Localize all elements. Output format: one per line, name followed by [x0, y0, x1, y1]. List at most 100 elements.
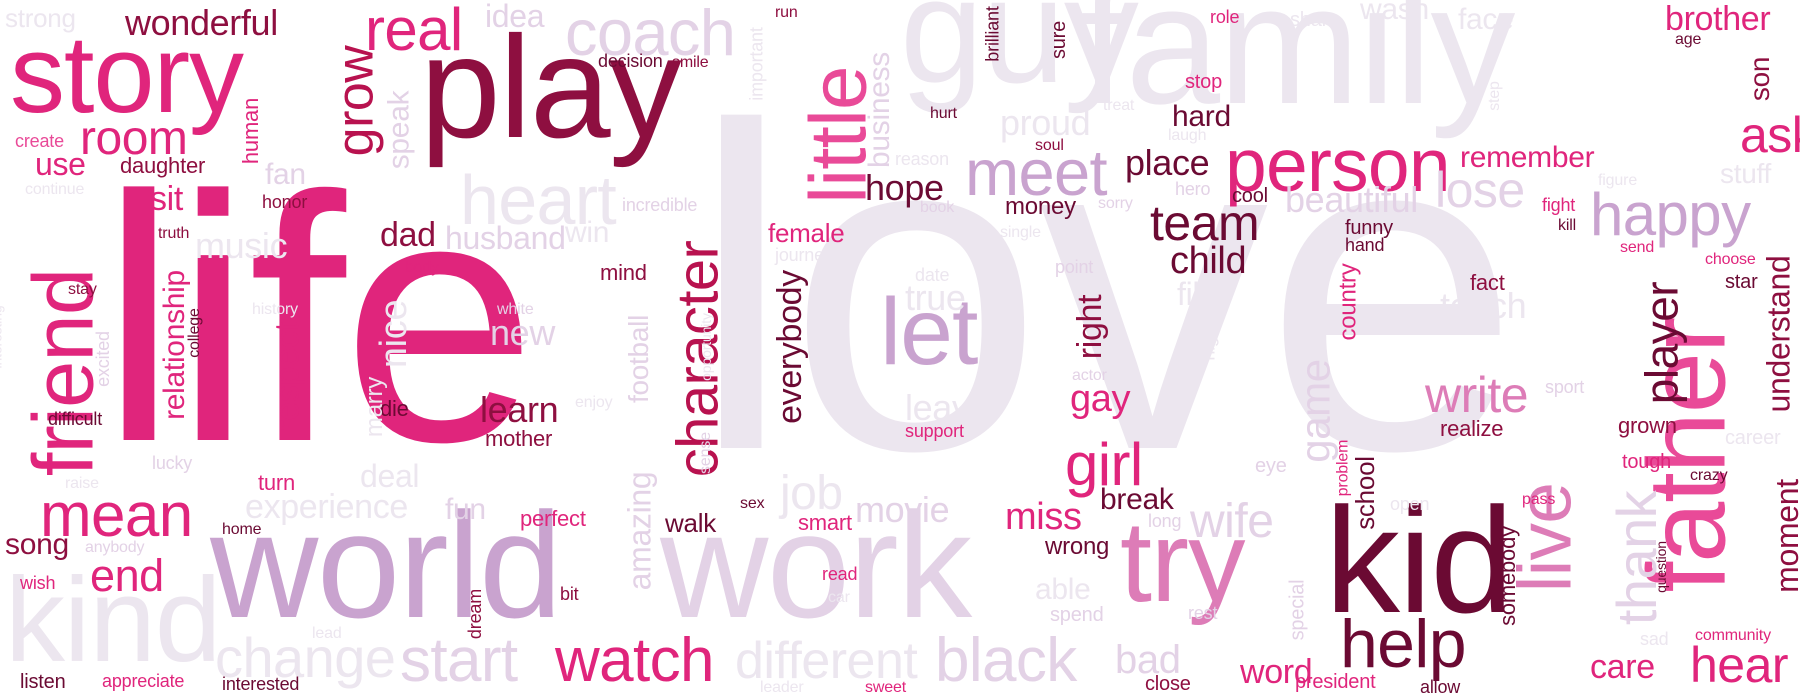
word-experience: experience	[245, 488, 408, 526]
word-proud: proud	[1000, 102, 1091, 143]
word-grow: grow	[326, 45, 385, 157]
word-person: person	[1225, 123, 1451, 207]
word-job: job	[780, 467, 843, 520]
word-hope: hope	[865, 167, 944, 208]
word-black: black	[935, 626, 1077, 695]
word-country: country	[1334, 263, 1362, 341]
word-rest: rest	[1188, 603, 1218, 623]
word-film: film	[1177, 276, 1226, 312]
word-kill: kill	[1558, 217, 1577, 234]
word-beautiful: beautiful	[1285, 179, 1418, 220]
word-strong: strong	[5, 3, 76, 33]
word-kind: kind	[5, 553, 222, 687]
word-choose: choose	[1705, 251, 1756, 268]
word-leader: leader	[760, 679, 804, 696]
word-wasn: wasn	[1360, 0, 1429, 26]
word-moment: moment	[1768, 479, 1800, 593]
word-problem: problem	[1334, 439, 1352, 497]
word-wrong: wrong	[1045, 533, 1110, 560]
word-support: support	[905, 421, 964, 441]
word-truth: truth	[158, 225, 190, 242]
word-excited: excited	[92, 331, 113, 387]
word-sweet: sweet	[865, 679, 906, 696]
word-everybody: everybody	[770, 270, 809, 424]
word-enjoy: enjoy	[575, 394, 613, 411]
word-incredible: incredible	[622, 195, 698, 215]
word-life: life	[100, 124, 537, 515]
word-stay: stay	[68, 281, 97, 298]
word-story: story	[10, 13, 244, 136]
word-realize: realize	[1440, 416, 1504, 441]
word-leave: leave	[905, 387, 990, 428]
word-fan: fan	[265, 158, 306, 191]
word-history: history	[252, 301, 299, 318]
word-smart: smart	[798, 510, 852, 535]
word-eye: eye	[1255, 455, 1287, 477]
word-age: age	[1675, 31, 1702, 48]
word-able: able	[1035, 573, 1091, 606]
word-interesting: interesting	[0, 305, 5, 369]
word-win: win	[565, 216, 610, 249]
word-create: create	[15, 131, 64, 151]
word-guy: guy	[900, 0, 1139, 114]
word-end: end	[90, 550, 164, 601]
word-fun: fun	[445, 493, 486, 526]
word-school: school	[1349, 456, 1380, 530]
word-close: close	[1145, 673, 1191, 695]
word-sit: sit	[150, 180, 183, 218]
word-hard: hard	[1172, 100, 1231, 133]
word-game: game	[1291, 359, 1339, 463]
word-family: family	[1080, 0, 1515, 140]
word-girl: girl	[1065, 431, 1143, 498]
word-wonderful: wonderful	[125, 2, 278, 43]
word-die: die	[380, 396, 409, 421]
word-actor: actor	[1072, 367, 1107, 384]
word-hero: hero	[1175, 179, 1211, 199]
word-mind: mind	[600, 260, 647, 285]
word-world: world	[210, 481, 562, 649]
word-work: work	[660, 481, 972, 649]
word-lead: lead	[312, 625, 342, 642]
word-president: president	[1295, 671, 1376, 693]
word-somebody: somebody	[1494, 526, 1520, 626]
word-single: single	[1000, 224, 1041, 241]
word-perfect: perfect	[520, 506, 586, 531]
word-word: word	[1240, 653, 1313, 691]
word-car: car	[828, 589, 850, 606]
word-turn: turn	[258, 470, 296, 495]
word-point: point	[1055, 257, 1094, 277]
word-sad: sad	[1640, 629, 1669, 649]
word-heart: heart	[460, 161, 617, 239]
word-continue: continue	[25, 181, 85, 198]
word-mean: mean	[40, 481, 193, 550]
word-soul: soul	[1035, 137, 1064, 154]
word-marry: marry	[361, 376, 389, 438]
word-date: date	[915, 265, 950, 285]
word-read: read	[822, 564, 858, 584]
word-fact: fact	[1470, 270, 1505, 295]
word-real: real	[365, 0, 463, 63]
word-grown: grown	[1618, 413, 1677, 438]
word-stop: stop	[1185, 71, 1223, 93]
word-new: new	[490, 312, 555, 353]
word-bad: bad	[1115, 638, 1181, 682]
word-sport: sport	[1545, 377, 1585, 397]
word-mother: mother	[485, 426, 553, 451]
word-song: song	[5, 528, 69, 561]
word-crazy: crazy	[1690, 467, 1728, 484]
word-funny: funny	[1345, 217, 1393, 239]
word-cool: cool	[1232, 185, 1268, 207]
word-lucky: lucky	[152, 453, 193, 473]
word-happy: happy	[1590, 181, 1751, 248]
word-football: football	[623, 314, 655, 404]
word-wish: wish	[20, 573, 56, 593]
word-spend: spend	[1050, 604, 1104, 626]
word-respect: respect	[268, 322, 307, 432]
word-watch: watch	[555, 626, 714, 695]
word-place: place	[1125, 142, 1210, 183]
word-teach: teach	[1440, 285, 1527, 326]
word-sure: sure	[1048, 20, 1071, 60]
word-remember: remember	[1460, 141, 1595, 174]
word-brilliant: brilliant	[982, 6, 1003, 62]
